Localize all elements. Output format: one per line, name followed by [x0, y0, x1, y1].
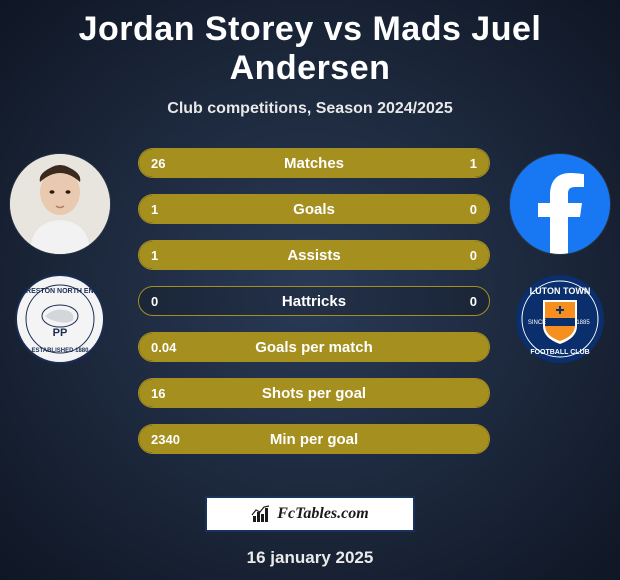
svg-text:LUTON TOWN: LUTON TOWN [530, 286, 591, 296]
player1-avatar [10, 154, 110, 254]
stat-row: 2340Min per goal [138, 424, 490, 454]
stat-bar-left [139, 195, 489, 223]
luton-badge-icon: LUTON TOWN FOOTBALL CLUB SINCE 1885 [515, 274, 605, 364]
stats-list: 261Matches 10Goals 10Assists 0 0Hattricks 0.0… [138, 148, 490, 454]
stat-row: 261Matches [138, 148, 490, 178]
svg-text:FOOTBALL CLUB: FOOTBALL CLUB [530, 349, 589, 356]
stat-label: Hattricks [139, 287, 489, 315]
source-logo: FcTables.com [205, 496, 415, 532]
svg-text:PP: PP [53, 327, 68, 339]
person-icon [10, 154, 110, 254]
stat-row: 10Assists [138, 240, 490, 270]
stat-row: 16Shots per goal [138, 378, 490, 408]
stat-row: 10Goals [138, 194, 490, 224]
page-title: Jordan Storey vs Mads Juel Andersen [0, 0, 620, 88]
stat-bar-left [139, 425, 489, 453]
player2-club-badge: LUTON TOWN FOOTBALL CLUB SINCE 1885 [515, 274, 605, 364]
svg-text:PRESTON NORTH END: PRESTON NORTH END [21, 288, 98, 295]
svg-text:SINCE: SINCE [528, 320, 546, 326]
stat-bar-left [139, 241, 489, 269]
stat-value-left: 0 [139, 287, 170, 315]
chart-icon [251, 504, 271, 524]
stat-row: 0 0Hattricks [138, 286, 490, 316]
left-column: PRESTON NORTH END ESTABLISHED 1880 PP [0, 148, 120, 364]
svg-text:1885: 1885 [576, 320, 590, 326]
stat-bar-left [139, 379, 489, 407]
facebook-icon [510, 154, 610, 254]
stat-bar-right [475, 149, 489, 177]
player2-avatar [510, 154, 610, 254]
stat-value-right: 0 [458, 287, 489, 315]
stat-bar-left [139, 333, 489, 361]
stat-row: 0.04Goals per match [138, 332, 490, 362]
svg-text:ESTABLISHED 1880: ESTABLISHED 1880 [32, 348, 90, 354]
preston-badge-icon: PRESTON NORTH END ESTABLISHED 1880 PP [15, 274, 105, 364]
subtitle: Club competitions, Season 2024/2025 [0, 100, 620, 118]
source-logo-text: FcTables.com [277, 505, 368, 523]
right-column: LUTON TOWN FOOTBALL CLUB SINCE 1885 [500, 148, 620, 364]
date-label: 16 january 2025 [0, 548, 620, 568]
stat-bar-left [139, 149, 475, 177]
player1-club-badge: PRESTON NORTH END ESTABLISHED 1880 PP [15, 274, 105, 364]
comparison-content: PRESTON NORTH END ESTABLISHED 1880 PP LU… [0, 148, 620, 468]
